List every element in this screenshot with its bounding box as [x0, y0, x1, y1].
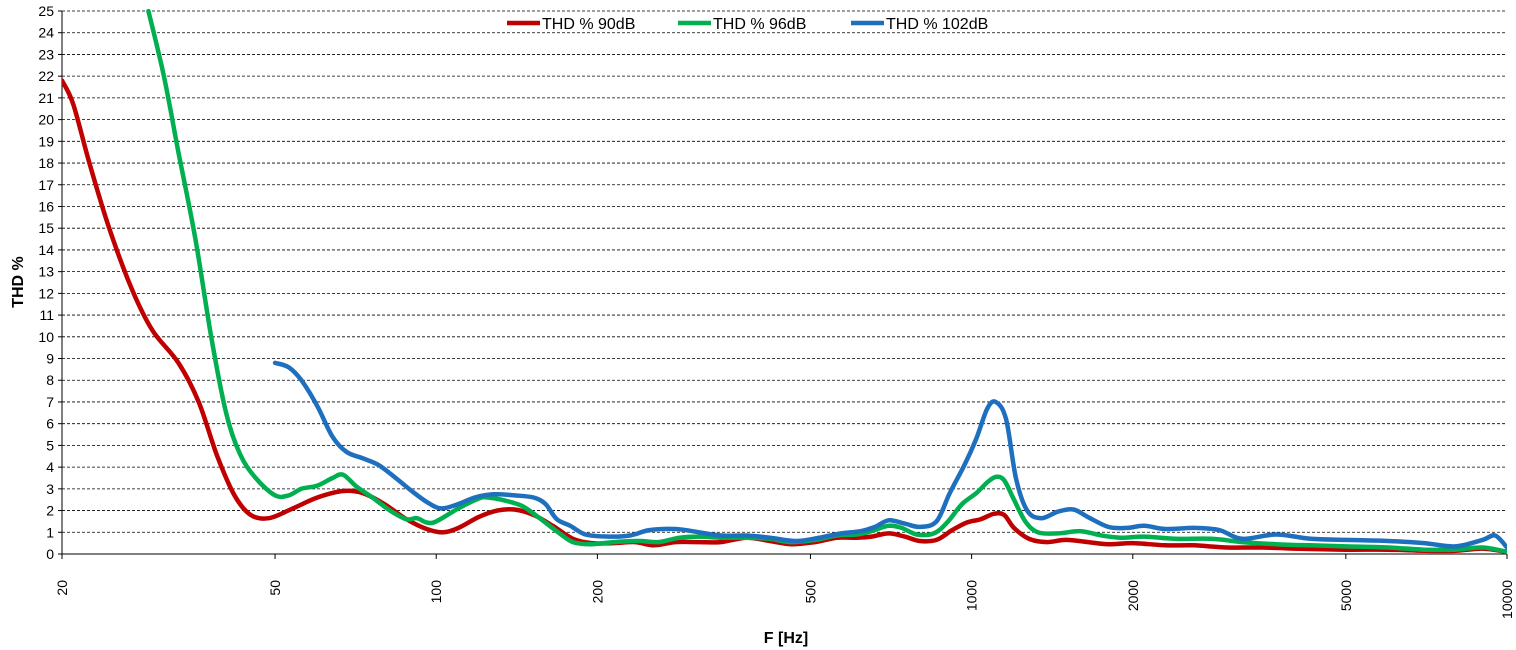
x-tick-label: 10000 [1499, 580, 1515, 619]
y-tick-label: 16 [38, 198, 54, 214]
legend-item: THD % 90dB [507, 16, 635, 33]
y-tick-label: 13 [38, 264, 54, 280]
x-tick-label: 2000 [1125, 580, 1141, 611]
y-tick-label: 6 [46, 416, 54, 432]
x-tick-label: 5000 [1338, 580, 1354, 611]
x-tick-label: 50 [267, 580, 283, 596]
x-tick-label: 100 [428, 580, 444, 604]
series-line-1 [62, 78, 1507, 554]
series-line-2 [146, 9, 1507, 554]
y-tick-label: 19 [38, 133, 54, 149]
legend-item: THD % 96dB [678, 16, 806, 33]
legend-item: THD % 102dB [851, 16, 988, 33]
y-tick-label: 21 [38, 90, 54, 106]
y-tick-label: 10 [38, 329, 54, 345]
y-tick-label: 25 [38, 3, 54, 19]
y-tick-label: 0 [46, 546, 54, 562]
legend-label: THD % 102dB [886, 16, 988, 33]
y-tick-label: 23 [38, 46, 54, 62]
y-tick-label: 12 [38, 285, 54, 301]
y-tick-label: 24 [38, 25, 54, 41]
y-tick-label: 1 [46, 524, 54, 540]
legend-label: THD % 90dB [542, 16, 635, 33]
y-tick-label: 5 [46, 437, 54, 453]
x-axis-label: F [Hz] [764, 630, 808, 647]
x-tick-labels: 20 50 100 200 500 1000 2000 5000 10000 [54, 554, 1515, 619]
x-tick-label: 200 [589, 580, 605, 604]
y-tick-label: 18 [38, 155, 54, 171]
y-axis-label: THD % [10, 256, 27, 308]
x-tick-label: 500 [802, 580, 818, 604]
y-tick-label: 14 [38, 242, 54, 258]
y-tick-label: 11 [39, 307, 54, 323]
y-tick-label: 20 [38, 112, 54, 128]
y-tick-label: 17 [38, 177, 54, 193]
series-lines [62, 9, 1507, 554]
y-tick-label: 7 [46, 394, 54, 410]
x-tick-label: 1000 [964, 580, 980, 611]
y-tick-labels: 0123456789101112131415161718192021222324… [38, 3, 62, 562]
y-tick-label: 9 [46, 351, 54, 367]
y-tick-label: 22 [38, 68, 54, 84]
y-tick-label: 15 [38, 220, 54, 236]
y-tick-label: 3 [46, 481, 54, 497]
grid-lines [62, 10, 1507, 533]
y-tick-label: 2 [46, 503, 54, 519]
x-tick-label: 20 [54, 580, 70, 596]
legend-label: THD % 96dB [713, 16, 806, 33]
y-tick-label: 8 [46, 372, 54, 388]
series-line-3 [272, 360, 1507, 550]
y-tick-label: 4 [46, 459, 54, 475]
legend: THD % 90dB THD % 96dB THD % 102dB [507, 16, 988, 33]
